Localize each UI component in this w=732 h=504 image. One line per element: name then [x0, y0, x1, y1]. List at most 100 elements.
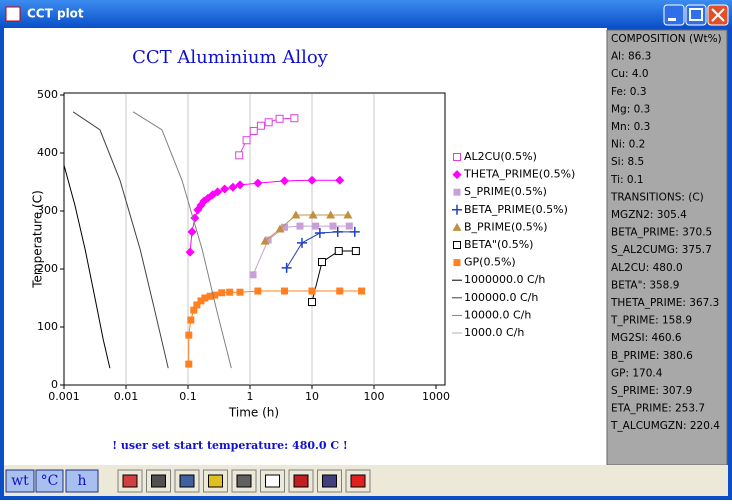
data-point	[318, 258, 327, 267]
panel-text: ETA_PRIME: 253.7	[611, 403, 705, 415]
button-face	[65, 469, 99, 493]
button-label: wt	[11, 473, 29, 489]
window-title: CCT plot	[27, 7, 84, 21]
panel-text: S_AL2CUMG: 375.7	[611, 244, 712, 256]
tool-button[interactable]	[203, 469, 228, 493]
panel-text: T_PRIME: 158.9	[610, 315, 692, 327]
data-point	[249, 271, 257, 279]
data-point	[291, 210, 301, 219]
legend-label: 1000.0 C/h	[464, 326, 524, 339]
data-point	[349, 226, 360, 237]
data-point	[329, 222, 337, 230]
panel-text: BETA_PRIME: 370.5	[611, 227, 712, 239]
toolbar-button[interactable]: °C	[35, 469, 64, 493]
data-point	[236, 288, 244, 296]
button-icon	[122, 474, 138, 488]
y-tick-label: 200	[37, 262, 58, 275]
data-point	[308, 287, 316, 295]
plot-area	[63, 92, 446, 386]
data-point	[190, 306, 198, 314]
legend-label: 100000.0 C/h	[464, 291, 538, 304]
tool-button[interactable]	[288, 469, 314, 493]
legend-label: B_PRIME(0.5%)	[464, 220, 548, 233]
close-button[interactable]	[707, 4, 729, 26]
chart-title: CCT Aluminium Alloy	[132, 47, 329, 68]
legend-swatch	[453, 259, 461, 267]
data-point	[235, 180, 245, 190]
minimize-button[interactable]	[663, 4, 685, 26]
button-icon	[179, 474, 195, 488]
button-icon	[293, 474, 309, 488]
series-line	[132, 111, 232, 369]
tool-button[interactable]	[117, 469, 143, 493]
panel-text: Al: 86.3	[611, 51, 651, 63]
tool-button[interactable]	[231, 469, 257, 493]
panel-text: AL2CU: 480.0	[611, 262, 683, 274]
data-point	[308, 298, 316, 307]
button-icon	[350, 474, 366, 488]
data-point	[185, 247, 195, 257]
panel-text: THETA_PRIME: 367.3	[610, 297, 719, 309]
button-face	[35, 469, 64, 493]
data-point	[211, 291, 219, 299]
legend-label: 10000.0 C/h	[464, 308, 531, 321]
y-tick-label: 400	[37, 146, 58, 159]
data-point	[197, 297, 205, 305]
button-label: h	[77, 473, 86, 489]
data-point	[187, 316, 195, 324]
panel-text: Cu: 4.0	[611, 68, 649, 80]
tool-button[interactable]	[260, 469, 285, 493]
data-point	[185, 360, 193, 368]
data-point	[296, 222, 304, 230]
panel-text: S_PRIME: 307.9	[611, 385, 692, 397]
maximize-button[interactable]	[685, 4, 707, 26]
data-point	[314, 228, 325, 239]
panel-text: BETA": 358.9	[611, 279, 679, 291]
legend-label: GP(0.5%)	[464, 256, 516, 269]
panel-text: Mn: 0.3	[611, 121, 650, 133]
tool-button[interactable]	[317, 469, 342, 493]
series-line	[72, 111, 169, 369]
button-icon	[151, 474, 166, 488]
panel-text: Ni: 0.2	[611, 139, 645, 151]
data-point	[228, 182, 238, 192]
data-point	[256, 121, 265, 130]
button-icon	[236, 474, 252, 488]
legend-swatch	[453, 153, 461, 161]
x-tick-label: 10	[305, 390, 319, 403]
panel-text: Si: 8.5	[611, 156, 644, 168]
x-tick-label: 0.1	[179, 390, 197, 403]
x-tick-label: 1	[247, 390, 254, 403]
data-point	[336, 287, 344, 295]
data-point	[253, 178, 263, 188]
y-tick-label: 100	[37, 320, 58, 333]
data-point	[185, 331, 193, 339]
tool-button[interactable]	[146, 469, 171, 493]
title-bar	[0, 0, 732, 28]
data-point	[297, 237, 308, 248]
data-point	[290, 114, 299, 123]
tool-button[interactable]	[345, 469, 371, 493]
toolbar-button[interactable]: h	[65, 469, 99, 493]
data-point	[335, 175, 345, 185]
data-point	[326, 210, 336, 219]
data-point	[187, 227, 197, 237]
data-point	[264, 236, 272, 244]
start-temperature-note: ! user set start temperature: 480.0 C !	[112, 439, 347, 452]
button-label: °C	[41, 473, 59, 489]
button-face	[5, 469, 35, 493]
data-point	[275, 114, 284, 123]
data-point	[332, 226, 343, 237]
toolbar-button[interactable]: wt	[5, 469, 35, 493]
panel-text: B_PRIME: 380.6	[611, 350, 693, 362]
data-point	[249, 126, 258, 135]
data-point	[226, 288, 234, 296]
data-point	[343, 210, 353, 219]
panel-text: Mg: 0.3	[611, 103, 650, 115]
data-point	[307, 175, 317, 185]
data-point	[213, 187, 223, 197]
tool-button[interactable]	[174, 469, 200, 493]
series-line	[311, 250, 356, 303]
